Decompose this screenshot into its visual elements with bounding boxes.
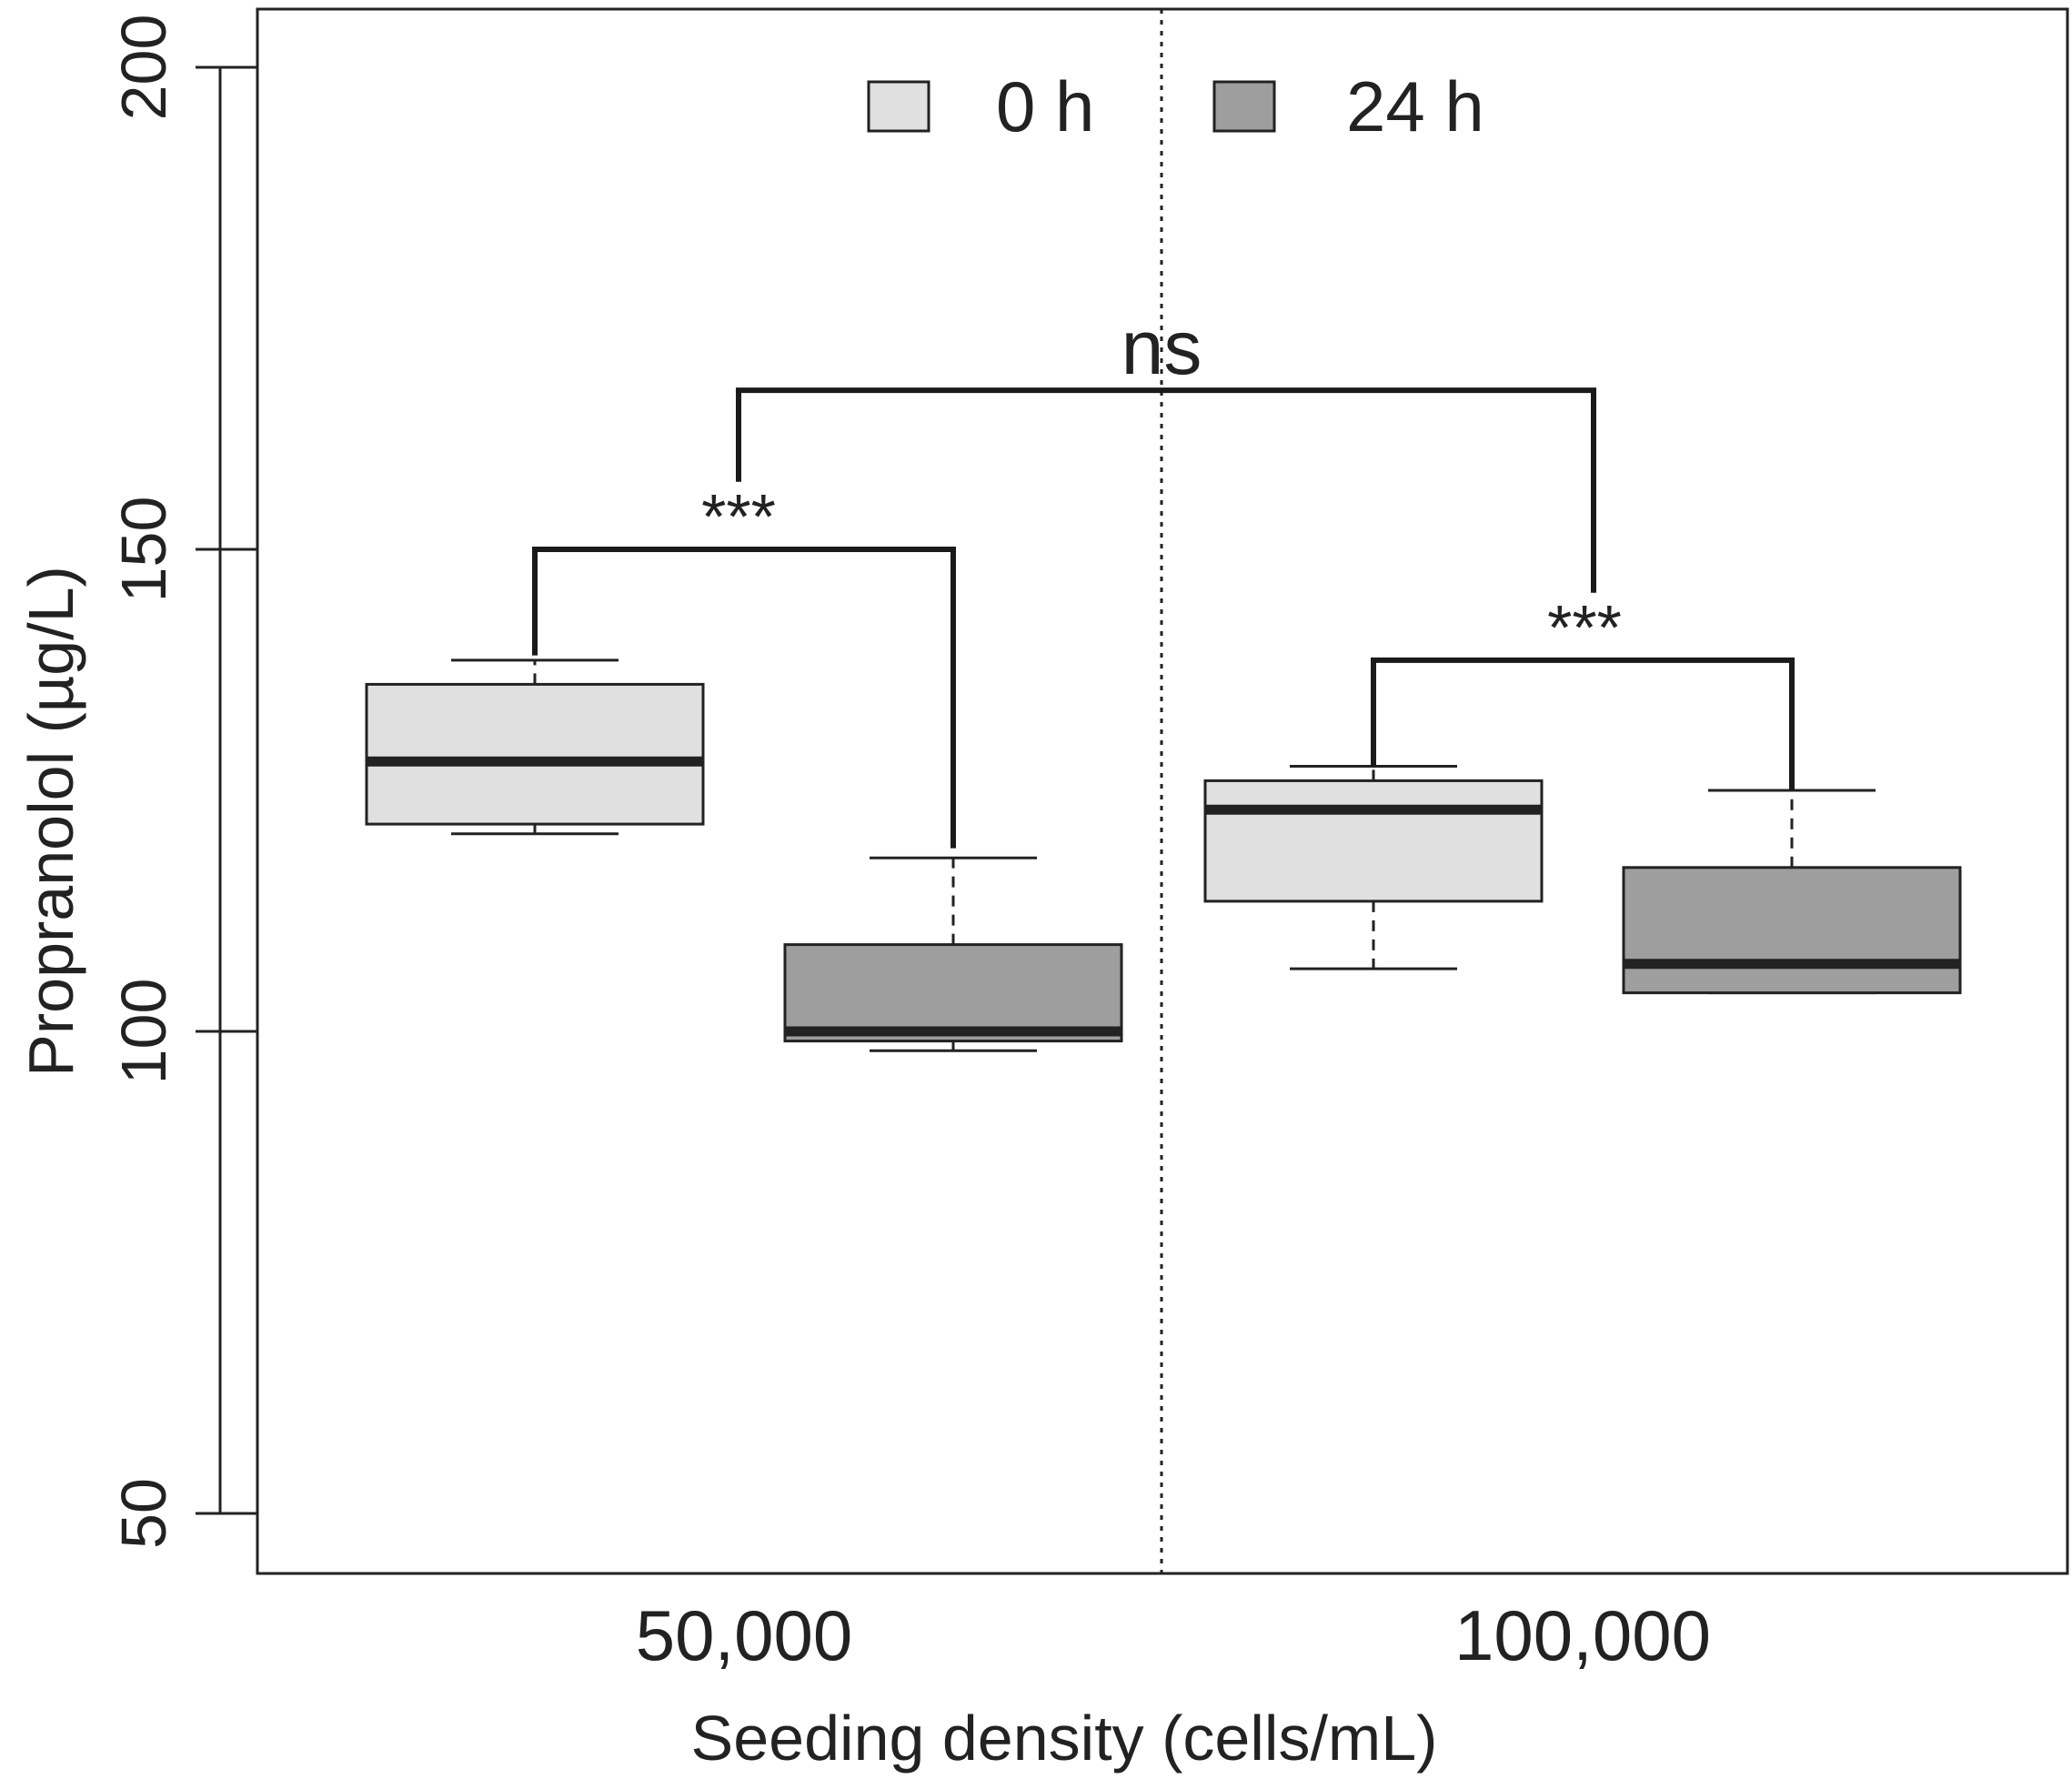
box-iqr bbox=[1622, 866, 1962, 995]
plot-area bbox=[256, 7, 2069, 1575]
box-3 bbox=[1622, 789, 1962, 995]
bracket-right bbox=[1371, 657, 1795, 790]
box-iqr bbox=[365, 682, 705, 826]
annotation-left: *** bbox=[701, 481, 776, 552]
y-axis: 50 100 150 200 bbox=[108, 15, 257, 1549]
box-iqr bbox=[1203, 779, 1544, 903]
y-tick-label: 150 bbox=[108, 497, 179, 603]
box-iqr bbox=[783, 943, 1123, 1043]
legend-swatch bbox=[867, 80, 930, 133]
boxes bbox=[365, 658, 1962, 1052]
legend-swatch bbox=[1212, 80, 1276, 133]
bracket-left bbox=[532, 547, 956, 849]
y-tick-label: 50 bbox=[108, 1478, 179, 1549]
y-tick-label: 200 bbox=[108, 15, 179, 121]
bracket-top bbox=[736, 387, 1596, 593]
box-2 bbox=[1203, 765, 1544, 970]
annotation-right: *** bbox=[1547, 592, 1622, 663]
x-axis-title: Seeding density (cells/mL) bbox=[691, 1703, 1438, 1774]
legend-label: 24 h bbox=[1346, 66, 1484, 146]
x-tick-label: 50,000 bbox=[636, 1595, 853, 1675]
legend: 0 h 24 h bbox=[867, 66, 1484, 146]
x-axis: 50,000 100,000 bbox=[636, 1595, 1711, 1675]
y-tick-label: 100 bbox=[108, 979, 179, 1085]
significance-brackets: *** *** ns bbox=[532, 305, 1795, 849]
box-1 bbox=[783, 856, 1123, 1052]
x-tick-label: 100,000 bbox=[1454, 1595, 1711, 1675]
legend-label: 0 h bbox=[996, 66, 1094, 146]
annotation-top: ns bbox=[1121, 305, 1202, 390]
y-axis-title: Propranolol (µg/L) bbox=[15, 566, 86, 1077]
box-0 bbox=[365, 658, 705, 836]
